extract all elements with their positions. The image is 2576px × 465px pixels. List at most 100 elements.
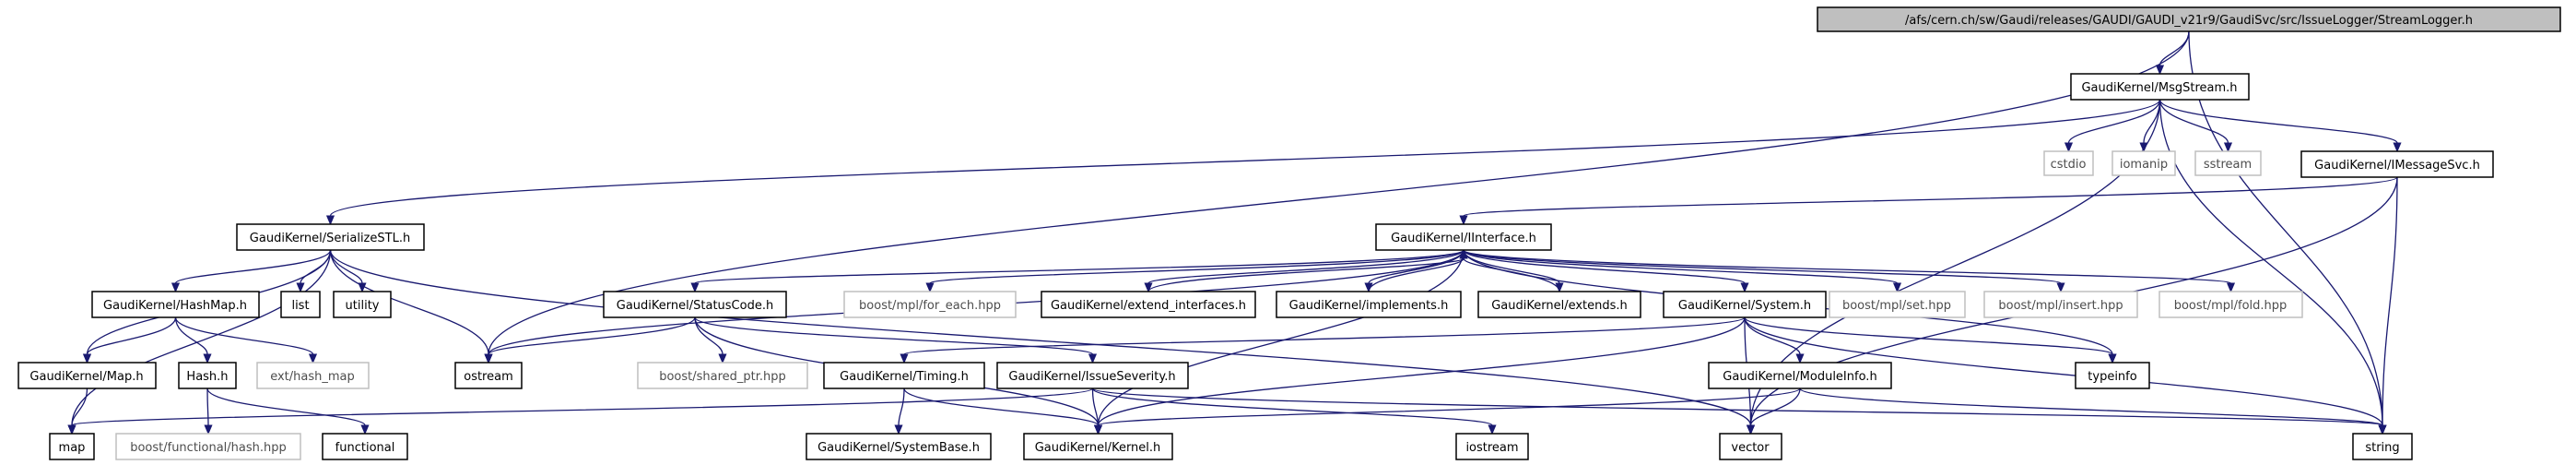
edge-msgstream-to-iomanip bbox=[2139, 99, 2161, 153]
svg-text:GaudiKernel/Timing.h: GaudiKernel/Timing.h bbox=[840, 370, 969, 384]
svg-text:GaudiKernel/IMessageSvc.h: GaudiKernel/IMessageSvc.h bbox=[2314, 159, 2480, 173]
edge-root-to-msgstream bbox=[2155, 30, 2190, 76]
svg-text:typeinfo: typeinfo bbox=[2088, 370, 2136, 384]
node-vector: vector bbox=[1719, 433, 1782, 460]
node-system[interactable]: GaudiKernel/System.h bbox=[1663, 291, 1827, 318]
edge-hashmap-to-gkmap bbox=[82, 316, 177, 364]
node-ostream: ostream bbox=[454, 362, 523, 389]
node-boost-functional-hash: boost/functional/hash.hpp bbox=[115, 433, 301, 460]
svg-text:iomanip: iomanip bbox=[2120, 158, 2168, 172]
svg-text:sstream: sstream bbox=[2204, 158, 2252, 172]
svg-text:GaudiKernel/Map.h: GaudiKernel/Map.h bbox=[29, 370, 143, 384]
edge-msgstream-to-string bbox=[2158, 99, 2387, 435]
edge-iface-to-extiface bbox=[1144, 249, 1464, 293]
svg-text:vector: vector bbox=[1731, 441, 1770, 455]
node-cstdio: cstdio bbox=[2043, 150, 2094, 176]
svg-text:GaudiKernel/StatusCode.h: GaudiKernel/StatusCode.h bbox=[617, 299, 773, 313]
svg-text:GaudiKernel/MsgStream.h: GaudiKernel/MsgStream.h bbox=[2081, 81, 2237, 95]
edge-extends-to-iface bbox=[1459, 248, 1560, 292]
svg-text:ext/hash_map: ext/hash_map bbox=[270, 370, 355, 384]
edge-system-to-timing bbox=[900, 316, 1746, 364]
svg-text:ostream: ostream bbox=[464, 370, 513, 384]
node-extends[interactable]: GaudiKernel/extends.h bbox=[1477, 291, 1641, 318]
edge-iface-to-mpl_insert bbox=[1463, 249, 2065, 293]
svg-text:map: map bbox=[59, 441, 86, 455]
edge-moduleinfo-to-kernel bbox=[1093, 388, 1801, 435]
edge-statuscode-to-ostream bbox=[484, 316, 696, 364]
node-mpl-set: boost/mpl/set.hpp bbox=[1829, 291, 1966, 318]
svg-text:boost/functional/hash.hpp: boost/functional/hash.hpp bbox=[130, 441, 287, 455]
svg-text:GaudiKernel/SerializeSTL.h: GaudiKernel/SerializeSTL.h bbox=[250, 232, 410, 245]
edge-msgstream-to-cstdio bbox=[2064, 99, 2161, 153]
svg-text:GaudiKernel/extend_interfaces.: GaudiKernel/extend_interfaces.h bbox=[1051, 299, 1246, 313]
node-iinterface[interactable]: GaudiKernel/IInterface.h bbox=[1375, 223, 1552, 251]
node-list: list bbox=[280, 291, 321, 318]
edge-hashh-to-bf_hash bbox=[204, 388, 213, 435]
edge-msgstream-to-serialize bbox=[325, 99, 2161, 226]
svg-text:boost/mpl/insert.hpp: boost/mpl/insert.hpp bbox=[1998, 299, 2123, 313]
edge-iface-to-statuscode bbox=[690, 249, 1464, 293]
node-map: map bbox=[49, 433, 95, 460]
node-gaudikernel-map[interactable]: GaudiKernel/Map.h bbox=[18, 362, 157, 389]
node-utility: utility bbox=[333, 291, 392, 318]
svg-text:cstdio: cstdio bbox=[2051, 158, 2087, 172]
edge-iface-to-extends bbox=[1463, 249, 1564, 293]
edge-timing-to-systembase bbox=[894, 388, 905, 435]
svg-text:GaudiKernel/IInterface.h: GaudiKernel/IInterface.h bbox=[1391, 232, 1536, 245]
node-string: string bbox=[2352, 433, 2413, 460]
edge-hashmap-to-hashh bbox=[174, 316, 212, 364]
node-sstream: sstream bbox=[2194, 150, 2262, 176]
edge-iface-to-mpl_foreach bbox=[925, 249, 1464, 293]
edge-imsgsvc-to-string bbox=[2378, 176, 2398, 435]
node-moduleinfo[interactable]: GaudiKernel/ModuleInfo.h bbox=[1708, 362, 1892, 389]
node-serializestl[interactable]: GaudiKernel/SerializeSTL.h bbox=[236, 223, 425, 251]
node-mpl-for-each: boost/mpl/for_each.hpp bbox=[843, 291, 1017, 318]
edge-statuscode-to-severity bbox=[694, 316, 1098, 364]
svg-text:boost/shared_ptr.hpp: boost/shared_ptr.hpp bbox=[659, 370, 786, 384]
edge-severity-to-map bbox=[67, 388, 1094, 435]
node-kernel[interactable]: GaudiKernel/Kernel.h bbox=[1023, 433, 1173, 460]
node-imessagesvc[interactable]: GaudiKernel/IMessageSvc.h bbox=[2300, 150, 2494, 178]
node-issueseverity[interactable]: GaudiKernel/IssueSeverity.h bbox=[996, 362, 1189, 389]
svg-text:string: string bbox=[2365, 441, 2399, 455]
node-iomanip: iomanip bbox=[2111, 150, 2176, 176]
edge-moduleinfo-to-vector bbox=[1746, 388, 1801, 435]
edge-iface-to-kernel bbox=[1093, 249, 1464, 435]
node-implements[interactable]: GaudiKernel/implements.h bbox=[1276, 291, 1462, 318]
svg-text:boost/mpl/fold.hpp: boost/mpl/fold.hpp bbox=[2174, 299, 2288, 313]
svg-text:GaudiKernel/extends.h: GaudiKernel/extends.h bbox=[1491, 299, 1628, 313]
svg-text:boost/mpl/for_each.hpp: boost/mpl/for_each.hpp bbox=[859, 299, 1001, 313]
node-extend-interfaces[interactable]: GaudiKernel/extend_interfaces.h bbox=[1041, 291, 1256, 318]
node-typeinfo: typeinfo bbox=[2075, 362, 2150, 389]
edge-msgstream-to-imsgsvc bbox=[2158, 99, 2402, 153]
svg-text:/afs/cern.ch/sw/Gaudi/releases: /afs/cern.ch/sw/Gaudi/releases/GAUDI/GAU… bbox=[1905, 14, 2473, 28]
svg-text:utility: utility bbox=[346, 299, 380, 313]
edge-system-to-moduleinfo bbox=[1744, 316, 1805, 364]
edge-serialize-to-hashmap bbox=[171, 249, 332, 293]
node-ext-hash-map: ext/hash_map bbox=[256, 362, 370, 389]
edge-severity-to-iostream bbox=[1091, 388, 1497, 435]
node-mpl-insert: boost/mpl/insert.hpp bbox=[1983, 291, 2138, 318]
edge-iface-to-mpl_set bbox=[1463, 249, 1902, 293]
edge-hashh-to-functional bbox=[206, 388, 370, 435]
node-timing[interactable]: GaudiKernel/Timing.h bbox=[823, 362, 985, 389]
svg-text:Hash.h: Hash.h bbox=[186, 370, 228, 384]
edge-serialize-to-map bbox=[67, 249, 332, 435]
svg-text:GaudiKernel/implements.h: GaudiKernel/implements.h bbox=[1289, 299, 1449, 313]
edge-severity-to-string bbox=[1091, 388, 2387, 435]
node-hashmap[interactable]: GaudiKernel/HashMap.h bbox=[91, 291, 260, 318]
svg-text:iostream: iostream bbox=[1465, 441, 1518, 455]
svg-text:GaudiKernel/Kernel.h: GaudiKernel/Kernel.h bbox=[1035, 441, 1161, 455]
node-systembase[interactable]: GaudiKernel/SystemBase.h bbox=[806, 433, 992, 460]
node-statuscode[interactable]: GaudiKernel/StatusCode.h bbox=[603, 291, 787, 318]
edge-msgstream-to-sstream bbox=[2158, 99, 2233, 153]
node-msgstream[interactable]: GaudiKernel/MsgStream.h bbox=[2070, 73, 2250, 101]
node-boost-shared-ptr: boost/shared_ptr.hpp bbox=[637, 362, 808, 389]
svg-text:GaudiKernel/System.h: GaudiKernel/System.h bbox=[1678, 299, 1811, 313]
node-mpl-fold: boost/mpl/fold.hpp bbox=[2158, 291, 2303, 318]
edge-timing-to-kernel bbox=[903, 388, 1103, 435]
svg-text:boost/mpl/set.hpp: boost/mpl/set.hpp bbox=[1842, 299, 1951, 313]
node-hash[interactable]: Hash.h bbox=[178, 362, 237, 389]
edge-system-to-typeinfo bbox=[1744, 316, 2117, 364]
